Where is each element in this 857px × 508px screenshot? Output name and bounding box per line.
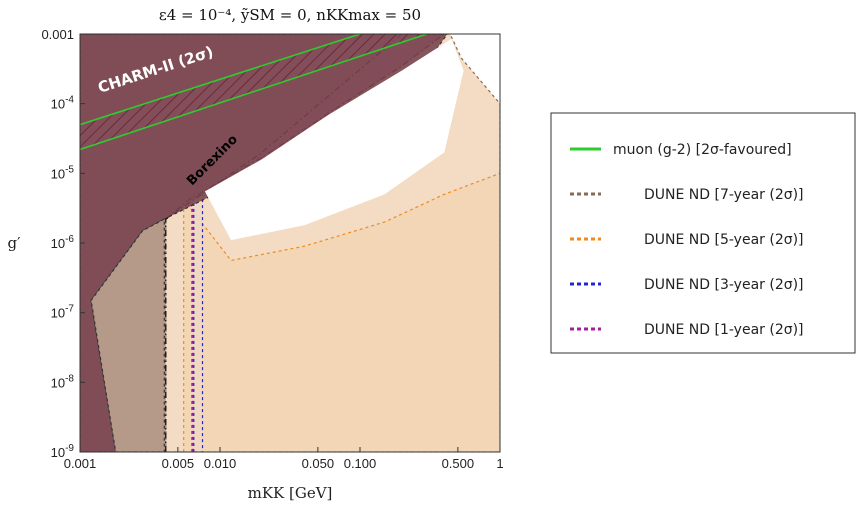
x-tick-label: 0.100 [344,456,377,471]
chart-title: ε4 = 10⁻⁴, ỹSM = 0, nKKmax = 50 [159,6,421,24]
legend-label-dune-nd-1-year-2: DUNE ND [1-year (2σ)] [644,322,804,338]
legend: muon (g-2) [2σ-favoured] DUNE ND [7-year … [550,112,856,354]
region-dune-nd-1-year-2 [191,198,194,452]
region-tan-region [90,218,165,452]
y-tick-label: 10-6 [51,234,75,251]
unconstrained-region [204,38,464,241]
y-axis-label: g′ [7,234,21,252]
legend-label-dune-nd-7-year-2: DUNE ND [7-year (2σ)] [644,187,804,203]
x-axis-label: mKK [GeV] [248,484,333,502]
muon-band-group [80,34,428,151]
regions-group [80,34,500,452]
x-axis-ticks: 0.001 0.005 0.010 0.050 0.100 0.500 1 [64,447,504,471]
legend-box [550,112,856,354]
legend-label-muon-g-2-2-favoured: muon (g-2) [2σ-favoured] [613,142,792,158]
x-tick-label: 0.010 [204,456,237,471]
y-tick-label: 10-7 [51,304,75,321]
muon-band-upper-line [80,34,361,126]
x-tick-label: 0.500 [442,456,475,471]
x-tick-label: 0.005 [162,456,195,471]
y-tick-label: 0.001 [41,27,74,42]
y-axis-ticks: 10-910-810-710-610-510-40.001 [41,27,85,460]
x-tick-label: 0.001 [64,456,97,471]
muon-band-lower-line [80,34,428,151]
x-tick-label: 1 [496,456,503,471]
y-tick-label: 10-8 [51,373,75,390]
y-tick-label: 10-5 [51,164,75,181]
plot-area [80,34,500,452]
legend-items: muon (g-2) [2σ-favoured] DUNE ND [7-year … [570,142,804,338]
region-dune-nd-3-year-2 [193,173,204,452]
legend-label-dune-nd-5-year-2: DUNE ND [5-year (2σ)] [644,232,804,248]
y-tick-label: 10-4 [51,95,75,112]
legend-label-dune-nd-3-year-2: DUNE ND [3-year (2σ)] [644,277,804,293]
x-tick-label: 0.050 [302,456,335,471]
